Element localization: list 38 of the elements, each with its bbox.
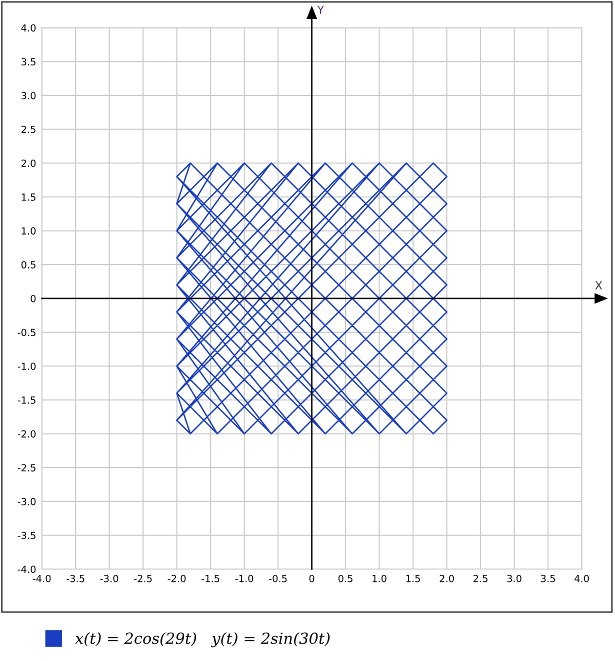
x-tick-label: -3.5: [66, 574, 84, 582]
y-tick-label: 2.0: [22, 160, 36, 167]
y-tick-label: -3.5: [18, 532, 36, 540]
y-tick-label: -1.5: [18, 396, 36, 404]
y-tick-label: -3.0: [18, 498, 36, 506]
x-tick-label: -1.0: [235, 574, 254, 582]
y-tick-label: 2.5: [22, 126, 36, 134]
x-tick-label: -0.5: [269, 574, 287, 582]
x-tick-label: 0.5: [338, 574, 352, 582]
x-tick-label: 1.0: [372, 574, 386, 582]
x-tick-label: 3.0: [507, 574, 522, 582]
x-tick-label: -2.5: [134, 574, 152, 582]
y-tick-label: -1.0: [18, 362, 36, 370]
y-tick-label: -0.5: [18, 328, 36, 336]
y-axis-title: Y: [317, 6, 324, 14]
x-tick-label: 0: [309, 574, 314, 582]
legend-label: x(t) = 2cos(29t) y(t) = 2sin(30t): [75, 632, 330, 648]
x-tick-label: 1.5: [406, 574, 420, 582]
x-tick-label: -4.0: [32, 574, 51, 582]
x-tick-label: -1.5: [202, 574, 220, 582]
x-tick-label: -3.0: [100, 574, 118, 582]
x-tick-label: 2.0: [440, 574, 454, 582]
x-tick-label: 3.5: [541, 574, 555, 582]
y-tick-label: 1.0: [22, 227, 36, 235]
y-tick-label: -2.0: [18, 430, 36, 438]
y-tick-label: 0.5: [21, 261, 36, 268]
y-tick-label: 0: [30, 294, 36, 302]
y-tick-label: -2.5: [18, 464, 36, 472]
x-tick-label: 4.0: [574, 574, 589, 582]
x-tick-label: -2.0: [168, 574, 186, 582]
y-tick-label: 1.5: [22, 194, 36, 201]
x-axis-title: X: [595, 281, 602, 290]
y-tick-label: 3.5: [22, 58, 36, 66]
line-series: [176, 162, 448, 434]
y-tick-label: -4.0: [18, 566, 36, 573]
y-tick-label: 4.0: [21, 24, 36, 32]
x-tick-label: 2.5: [474, 574, 488, 582]
y-tick-label: 3.0: [22, 92, 36, 100]
